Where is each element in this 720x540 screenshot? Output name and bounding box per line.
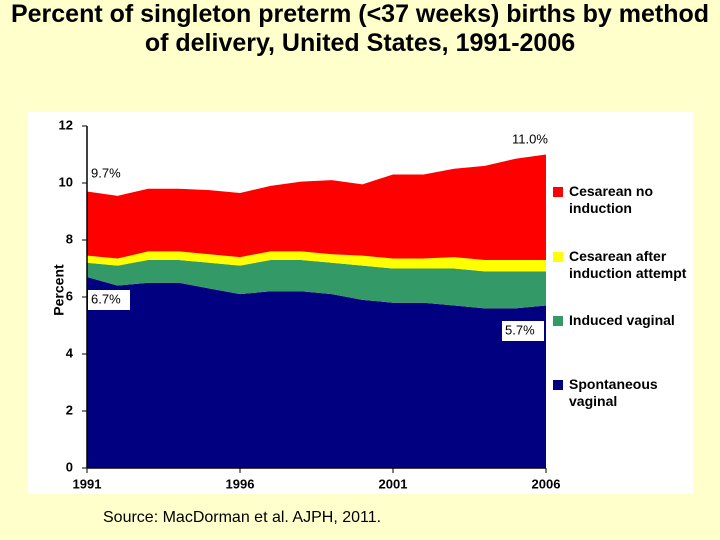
area xyxy=(87,259,546,309)
chart-title: Percent of singleton preterm (<37 weeks)… xyxy=(10,0,710,57)
legend-label: Cesarean no induction xyxy=(569,183,654,216)
annotation: 5.7% xyxy=(505,322,535,337)
annotation-box xyxy=(88,290,130,310)
y-tick-label: 10 xyxy=(59,174,73,189)
areas xyxy=(87,154,546,468)
x-tick-label: 1996 xyxy=(226,476,255,491)
legend-label: Induced vaginal xyxy=(569,312,675,328)
annotation: 11.0% xyxy=(512,131,548,146)
legend-swatch xyxy=(553,252,563,262)
y-tick-label: 8 xyxy=(66,231,73,246)
y-tick-label: 4 xyxy=(66,345,74,360)
annotation-box xyxy=(88,164,130,184)
x-tick-label: 1991 xyxy=(73,476,102,491)
legend-item: Cesarean after induction attempt xyxy=(553,248,709,282)
annotation: 9.7% xyxy=(91,165,121,180)
legend-item: Spontaneous vaginal xyxy=(553,376,709,410)
y-tick-label: 2 xyxy=(66,402,73,417)
area xyxy=(87,154,546,260)
source-note: Source: MacDorman et al. AJPH, 2011. xyxy=(103,509,382,526)
y-tick-label: 6 xyxy=(66,288,73,303)
legend-swatch xyxy=(553,316,563,326)
x-tick-label: 2006 xyxy=(532,476,561,491)
legend-label: Spontaneous vaginal xyxy=(569,376,658,409)
y-tick-label: 0 xyxy=(66,459,73,474)
legend-item: Induced vaginal xyxy=(553,312,709,329)
legend-swatch xyxy=(553,380,563,390)
y-tick-label: 12 xyxy=(59,117,73,132)
legend-swatch xyxy=(553,187,563,197)
axes: 0 2 4 6 8 10 12 1991 1996 2001 2006 xyxy=(59,117,561,491)
annotation: 6.7% xyxy=(91,291,121,306)
area xyxy=(87,251,546,272)
y-axis-label: Percent xyxy=(51,264,67,316)
x-tick-label: 2001 xyxy=(379,476,408,491)
legend-item: Cesarean no induction xyxy=(553,183,709,217)
annotation-box xyxy=(502,321,544,341)
area xyxy=(87,277,546,468)
legend-label: Cesarean after induction attempt xyxy=(569,248,687,281)
